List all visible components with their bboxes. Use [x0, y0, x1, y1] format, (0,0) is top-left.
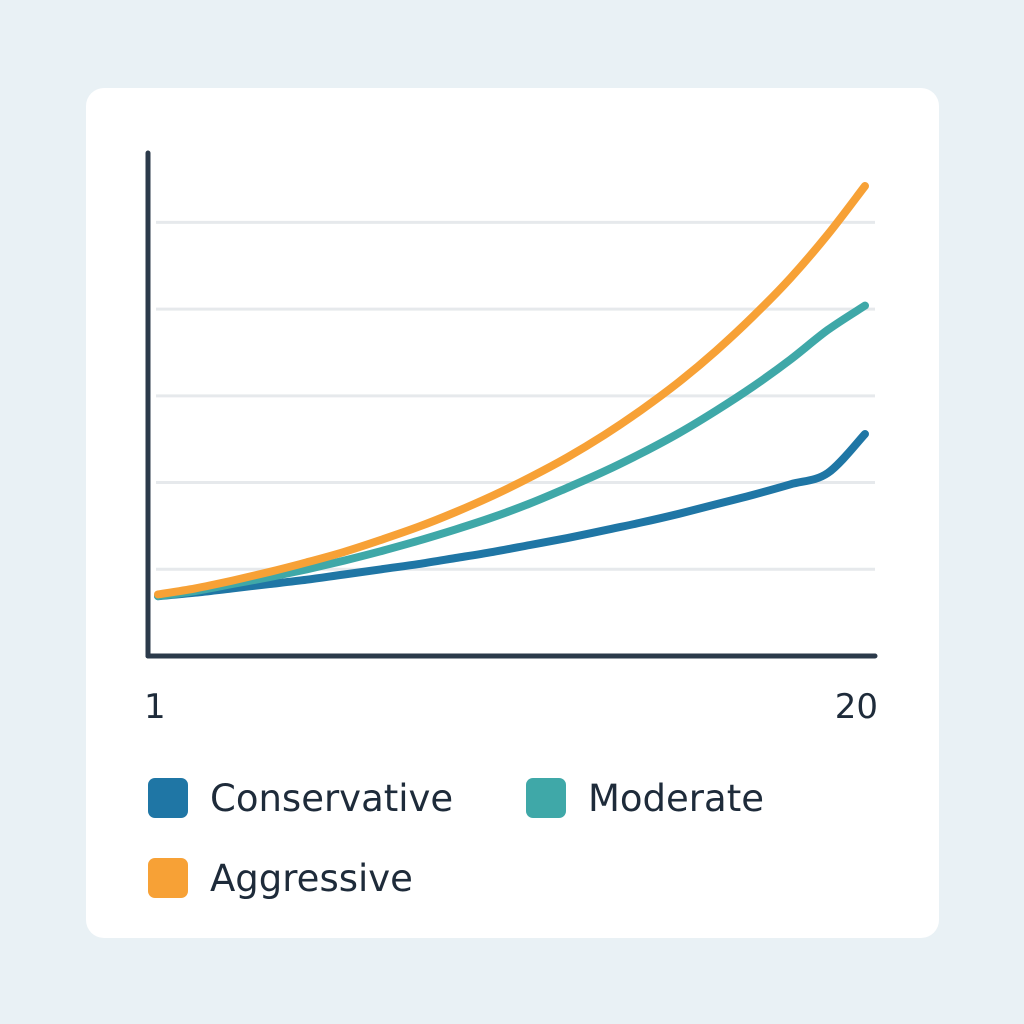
legend-item-conservative: Conservative	[148, 776, 478, 820]
x-tick-label-end: 20	[835, 687, 878, 727]
x-tick-label-start: 1	[144, 687, 166, 727]
series-line-conservative	[154, 430, 869, 601]
legend-item-aggressive: Aggressive	[148, 856, 413, 900]
legend-label-aggressive: Aggressive	[210, 856, 413, 900]
series-line-moderate	[154, 301, 869, 601]
legend-item-moderate: Moderate	[526, 776, 764, 820]
axes	[145, 150, 878, 659]
legend-swatch-aggressive	[148, 858, 188, 898]
x-tick-labels: 1 20	[144, 687, 878, 727]
legend-swatch-moderate	[526, 778, 566, 818]
legend-label-moderate: Moderate	[588, 776, 764, 820]
legend: Conservative Moderate Aggressive	[148, 776, 908, 900]
series-lines	[154, 182, 869, 601]
legend-label-conservative: Conservative	[210, 776, 454, 820]
chart-card: 1 20 Conservative Moderate Aggressive	[86, 88, 939, 938]
gridlines	[156, 220, 875, 571]
line-chart: 1 20	[144, 150, 878, 727]
series-line-aggressive	[154, 182, 869, 599]
legend-swatch-conservative	[148, 778, 188, 818]
